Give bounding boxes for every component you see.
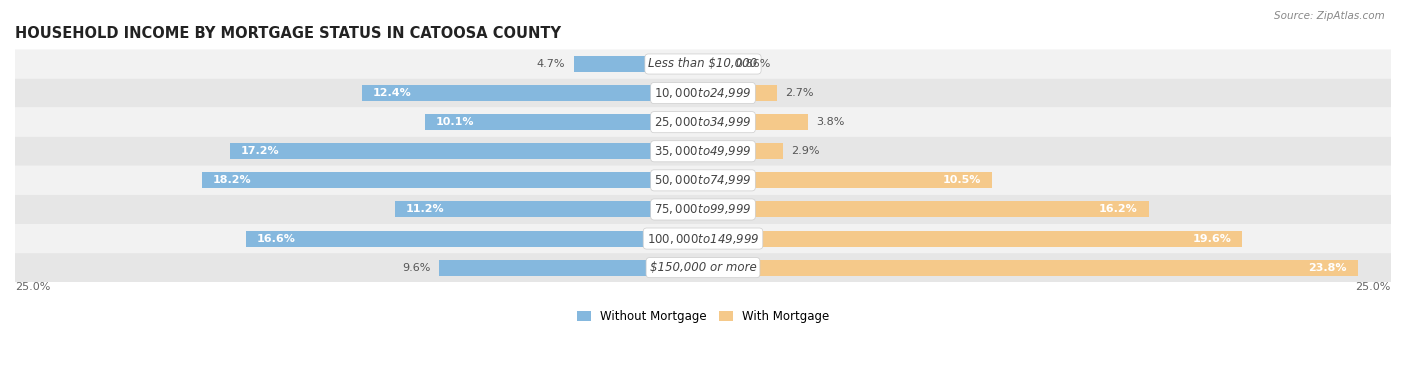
Bar (703, 85, 778, 101)
Text: $100,000 to $149,999: $100,000 to $149,999 (647, 232, 759, 246)
Bar (703, 56, 727, 72)
Text: 11.2%: 11.2% (406, 204, 444, 214)
Text: 10.1%: 10.1% (436, 117, 475, 127)
Text: $75,000 to $99,999: $75,000 to $99,999 (654, 203, 752, 217)
Text: 18.2%: 18.2% (214, 175, 252, 185)
Bar (703, 260, 1358, 276)
Bar (703, 172, 993, 188)
Bar (425, 114, 703, 130)
Bar (703, 231, 1243, 246)
Bar (703, 114, 807, 130)
Text: 0.86%: 0.86% (735, 59, 770, 69)
Bar (395, 201, 703, 217)
Text: 25.0%: 25.0% (1355, 282, 1391, 292)
Bar (574, 56, 703, 72)
Text: 16.6%: 16.6% (257, 234, 297, 243)
Text: Source: ZipAtlas.com: Source: ZipAtlas.com (1274, 11, 1385, 21)
Bar (361, 85, 703, 101)
Text: 2.9%: 2.9% (792, 146, 820, 156)
Text: 3.8%: 3.8% (815, 117, 844, 127)
Text: 2.7%: 2.7% (786, 88, 814, 98)
FancyBboxPatch shape (15, 166, 1391, 195)
Text: HOUSEHOLD INCOME BY MORTGAGE STATUS IN CATOOSA COUNTY: HOUSEHOLD INCOME BY MORTGAGE STATUS IN C… (15, 26, 561, 41)
Text: 19.6%: 19.6% (1192, 234, 1232, 243)
Text: $10,000 to $24,999: $10,000 to $24,999 (654, 86, 752, 100)
FancyBboxPatch shape (15, 108, 1391, 137)
Bar (439, 260, 703, 276)
Text: $25,000 to $34,999: $25,000 to $34,999 (654, 115, 752, 129)
Text: 23.8%: 23.8% (1309, 263, 1347, 273)
Bar (202, 172, 703, 188)
FancyBboxPatch shape (15, 224, 1391, 253)
Text: Less than $10,000: Less than $10,000 (648, 57, 758, 71)
Legend: Without Mortgage, With Mortgage: Without Mortgage, With Mortgage (572, 305, 834, 327)
FancyBboxPatch shape (15, 79, 1391, 108)
Text: 9.6%: 9.6% (402, 263, 430, 273)
Text: $150,000 or more: $150,000 or more (650, 261, 756, 274)
Text: $50,000 to $74,999: $50,000 to $74,999 (654, 174, 752, 187)
Text: 4.7%: 4.7% (537, 59, 565, 69)
Bar (703, 143, 783, 159)
FancyBboxPatch shape (15, 50, 1391, 79)
Text: 10.5%: 10.5% (942, 175, 981, 185)
Text: $35,000 to $49,999: $35,000 to $49,999 (654, 144, 752, 158)
FancyBboxPatch shape (15, 137, 1391, 166)
Bar (703, 201, 1149, 217)
Text: 25.0%: 25.0% (15, 282, 51, 292)
Text: 12.4%: 12.4% (373, 88, 412, 98)
FancyBboxPatch shape (15, 253, 1391, 282)
Bar (246, 231, 703, 246)
Text: 16.2%: 16.2% (1099, 204, 1137, 214)
Bar (229, 143, 703, 159)
FancyBboxPatch shape (15, 195, 1391, 224)
Text: 17.2%: 17.2% (240, 146, 280, 156)
